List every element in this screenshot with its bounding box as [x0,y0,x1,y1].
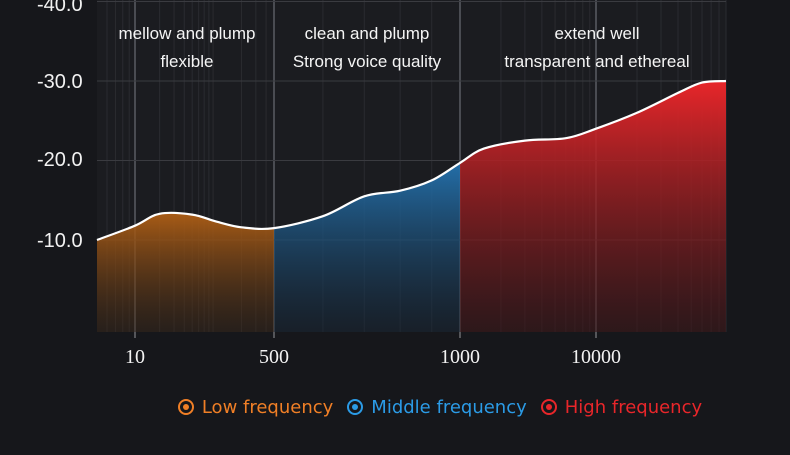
middle-frequency-area [274,162,460,332]
radio-dot-icon [177,399,194,415]
chart-legend: Low frequency Middle frequency High freq… [0,391,790,423]
y-tick-label: -20.0 [37,149,83,171]
series-areas [97,81,726,332]
axis-ticks [134,332,597,338]
legend-label: High frequency [564,396,703,418]
y-tick-label: -10.0 [37,230,83,252]
low-band-annotation-line1: mellow and plump [118,24,255,43]
low-band-annotation-line2: flexible [161,52,214,71]
high-band-annotation-line2: transparent and ethereal [504,52,689,71]
x-tick-label: 10 [125,346,145,368]
legend-item-middle-frequency[interactable]: Middle frequency [347,396,527,418]
legend-item-high-frequency[interactable]: High frequency [540,396,703,418]
legend-item-low-frequency[interactable]: Low frequency [177,396,334,418]
x-tick-label: 500 [259,346,289,368]
y-tick-label: -30.0 [37,71,83,93]
mid-band-annotation-line2: Strong voice quality [293,52,442,71]
response-curve-line [96,79,727,242]
high-frequency-area [460,81,726,332]
y-tick-label: -40.0 [37,0,83,16]
high-band-annotation-line1: extend well [554,24,639,43]
legend-label: Middle frequency [371,396,527,418]
legend-label: Low frequency [201,396,334,418]
mid-band-annotation-line1: clean and plump [305,24,430,43]
low-frequency-area [97,212,274,332]
radio-dot-icon [347,399,364,415]
x-tick-label: 1000 [440,346,480,368]
radio-dot-icon [540,399,557,415]
x-tick-label: 10000 [571,346,621,368]
